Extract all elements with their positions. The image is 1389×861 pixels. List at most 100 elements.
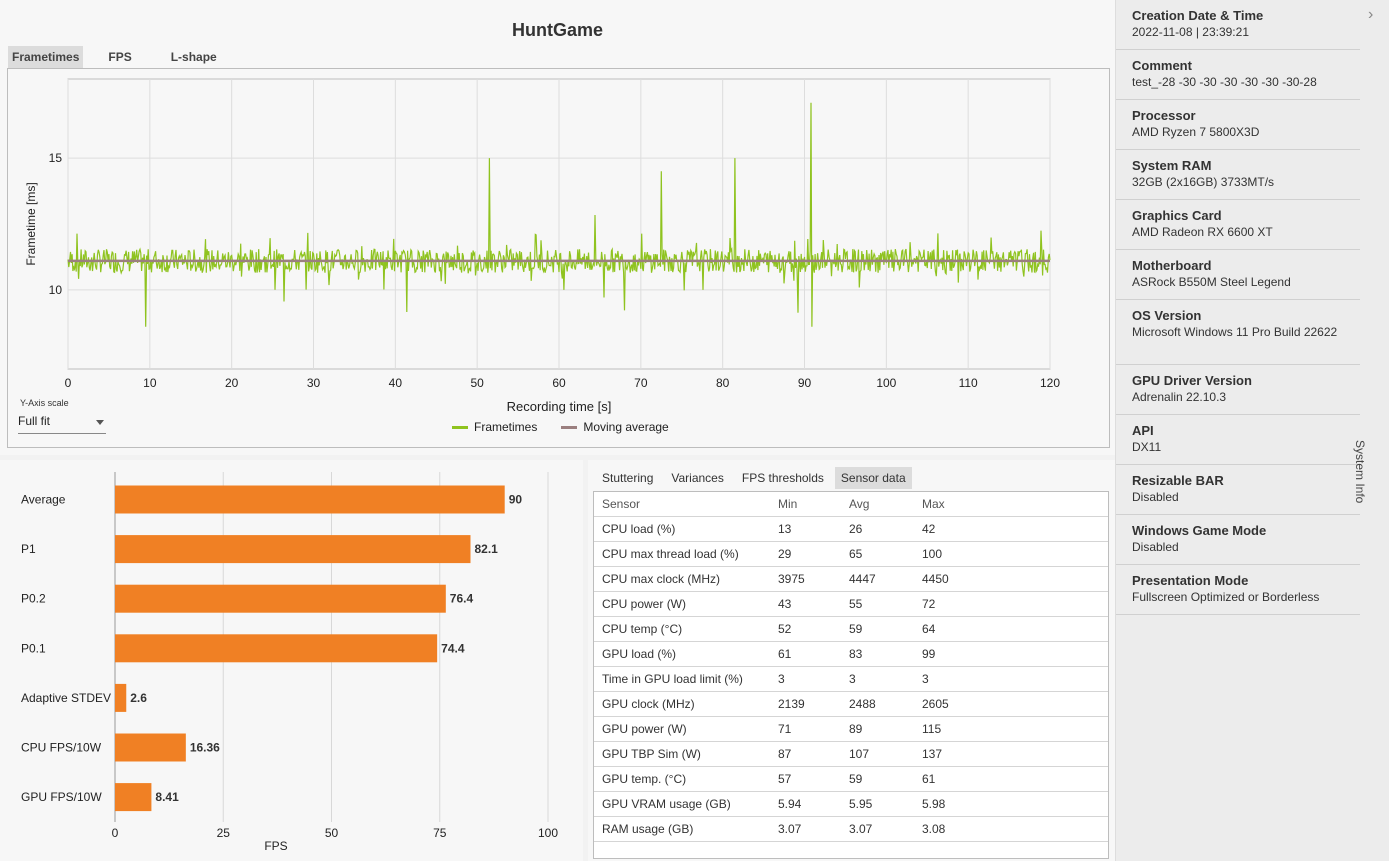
x-axis-label: FPS (264, 839, 287, 853)
table-row[interactable]: CPU max clock (MHz) 3975 4447 4450 (594, 567, 1108, 592)
x-tick-label: 25 (217, 826, 231, 840)
table-row[interactable]: GPU clock (MHz) 2139 2488 2605 (594, 692, 1108, 717)
table-cell: 52 (778, 622, 792, 636)
table-cell: CPU temp (°C) (602, 622, 683, 636)
system-info-value: Disabled (1132, 490, 1179, 504)
system-info-label: Resizable BAR (1132, 473, 1224, 488)
table-cell: 2488 (849, 697, 876, 711)
table-cell: 99 (922, 647, 936, 661)
system-info-item: Creation Date & Time 2022-11-08 | 23:39:2… (1116, 0, 1360, 50)
bar-value-label: 90 (509, 493, 523, 507)
table-cell: 55 (849, 597, 863, 611)
column-header[interactable]: Max (922, 497, 945, 511)
system-info-item: Motherboard ASRock B550M Steel Legend (1116, 250, 1360, 300)
table-cell: 3 (778, 672, 785, 686)
x-tick-label: 60 (552, 376, 566, 390)
fps-metrics-panel: 0 25 50 75 100 FPS Average 90 P1 82.1 P0.2 76.4 P0.1… (0, 460, 583, 861)
system-info-item: Processor AMD Ryzen 7 5800X3D (1116, 100, 1360, 150)
table-row[interactable]: RAM usage (GB) 3.07 3.07 3.08 (594, 817, 1108, 842)
bar-category-label: P1 (21, 542, 36, 556)
x-axis-label: Recording time [s] (507, 399, 612, 414)
system-info-sidebar: Creation Date & Time 2022-11-08 | 23:39:2… (1115, 0, 1389, 861)
table-cell: Time in GPU load limit (%) (602, 672, 743, 686)
tab-fps-thresholds[interactable]: FPS thresholds (741, 471, 824, 485)
column-header[interactable]: Avg (849, 497, 870, 511)
fps-bar-chart: 0 25 50 75 100 FPS Average 90 P1 82.1 P0.2 76.4 P0.1… (21, 472, 558, 853)
table-cell: 26 (849, 522, 863, 536)
table-cell: 5.94 (778, 797, 802, 811)
table-cell: 3.07 (778, 822, 802, 836)
table-row[interactable]: GPU TBP Sim (W) 87 107 137 (594, 742, 1108, 767)
table-cell: CPU power (W) (602, 597, 687, 611)
bar-value-label: 8.41 (155, 790, 179, 804)
bar-category-label: Adaptive STDEV (21, 691, 111, 705)
table-row[interactable]: GPU temp. (°C) 57 59 61 (594, 767, 1108, 792)
tab-frametimes[interactable]: Frametimes (8, 46, 84, 68)
table-cell: 89 (849, 722, 863, 736)
bar (115, 783, 152, 812)
frametime-chart: 0 10 20 30 40 50 60 70 80 90 100 110 120 10 15 Recordin… (7, 68, 1110, 448)
tab-stuttering[interactable]: Stuttering (602, 471, 654, 485)
y-tick-label: 15 (49, 151, 63, 165)
bar (115, 733, 186, 762)
bar-value-label: 16.36 (190, 741, 220, 755)
table-cell: GPU clock (MHz) (602, 697, 695, 711)
system-info-value: Fullscreen Optimized or Borderless (1132, 590, 1320, 604)
table-row[interactable]: CPU power (W) 43 55 72 (594, 592, 1108, 617)
table-row[interactable]: CPU load (%) 13 26 42 (594, 517, 1108, 542)
table-cell: 64 (922, 622, 936, 636)
x-tick-label: 120 (1040, 376, 1060, 390)
system-info-value: test_-28 -30 -30 -30 -30 -30 -30-28 (1132, 75, 1317, 89)
table-row[interactable]: GPU power (W) 71 89 115 (594, 717, 1108, 742)
system-info-tab-label[interactable]: System Info (1353, 440, 1367, 504)
bar (115, 634, 438, 663)
tab-variances[interactable]: Variances (671, 471, 724, 485)
system-info-value: Disabled (1132, 540, 1179, 554)
table-row[interactable]: CPU temp (°C) 52 59 64 (594, 617, 1108, 642)
chart-legend: Frametimes Moving average (452, 420, 693, 434)
tab-fps[interactable]: FPS (108, 50, 132, 64)
table-cell: 3 (849, 672, 856, 686)
table-cell: 4450 (922, 572, 949, 586)
bar (115, 584, 446, 613)
tab-l-shape[interactable]: L-shape (170, 50, 217, 64)
bar-category-label: CPU FPS/10W (21, 741, 102, 755)
legend-item-moving-average[interactable]: Moving average (561, 420, 669, 434)
system-info-item: System RAM 32GB (2x16GB) 3733MT/s (1116, 150, 1360, 200)
system-info-label: Creation Date & Time (1132, 8, 1264, 23)
system-info-item: Comment test_-28 -30 -30 -30 -30 -30 -30-… (1116, 50, 1360, 100)
system-info-label: Windows Game Mode (1132, 523, 1267, 538)
system-info-item: GPU Driver Version Adrenalin 22.10.3 (1116, 365, 1360, 415)
legend-item-frametimes[interactable]: Frametimes (452, 420, 537, 434)
y-axis-scale-label: Y-Axis scale (20, 398, 69, 408)
system-info-item: Graphics Card AMD Radeon RX 6600 XT (1116, 200, 1360, 250)
table-row[interactable]: GPU load (%) 61 83 99 (594, 642, 1108, 667)
bar (115, 485, 505, 514)
x-tick-label: 75 (433, 826, 447, 840)
table-cell: 29 (778, 547, 792, 561)
table-row[interactable]: GPU VRAM usage (GB) 5.94 5.95 5.98 (594, 792, 1108, 817)
x-tick-label: 110 (959, 376, 978, 390)
bar (115, 535, 471, 564)
chart-tabs: Frametimes FPS L-shape (8, 46, 235, 68)
tab-sensor-data[interactable]: Sensor data (834, 467, 912, 489)
table-header-row: Sensor Min Avg Max (594, 492, 1108, 517)
x-tick-label: 90 (798, 376, 812, 390)
x-tick-label: 50 (325, 826, 339, 840)
table-row[interactable]: Time in GPU load limit (%) 3 3 3 (594, 667, 1108, 692)
bar-value-label: 76.4 (450, 592, 474, 606)
column-header[interactable]: Min (778, 497, 798, 511)
x-tick-label: 0 (112, 826, 119, 840)
x-tick-label: 50 (470, 376, 484, 390)
table-cell: CPU load (%) (602, 522, 676, 536)
system-info-value: 32GB (2x16GB) 3733MT/s (1132, 175, 1275, 189)
table-cell: CPU max clock (MHz) (602, 572, 721, 586)
y-axis-scale-dropdown[interactable]: Full fit (18, 412, 106, 434)
table-cell: 65 (849, 547, 863, 561)
table-cell: 3 (922, 672, 929, 686)
column-header[interactable]: Sensor (602, 497, 641, 511)
chevron-right-icon[interactable]: › (1368, 6, 1374, 23)
bar-category-label: GPU FPS/10W (21, 790, 102, 804)
legend-label-frametimes: Frametimes (474, 420, 538, 434)
table-row[interactable]: CPU max thread load (%) 29 65 100 (594, 542, 1108, 567)
